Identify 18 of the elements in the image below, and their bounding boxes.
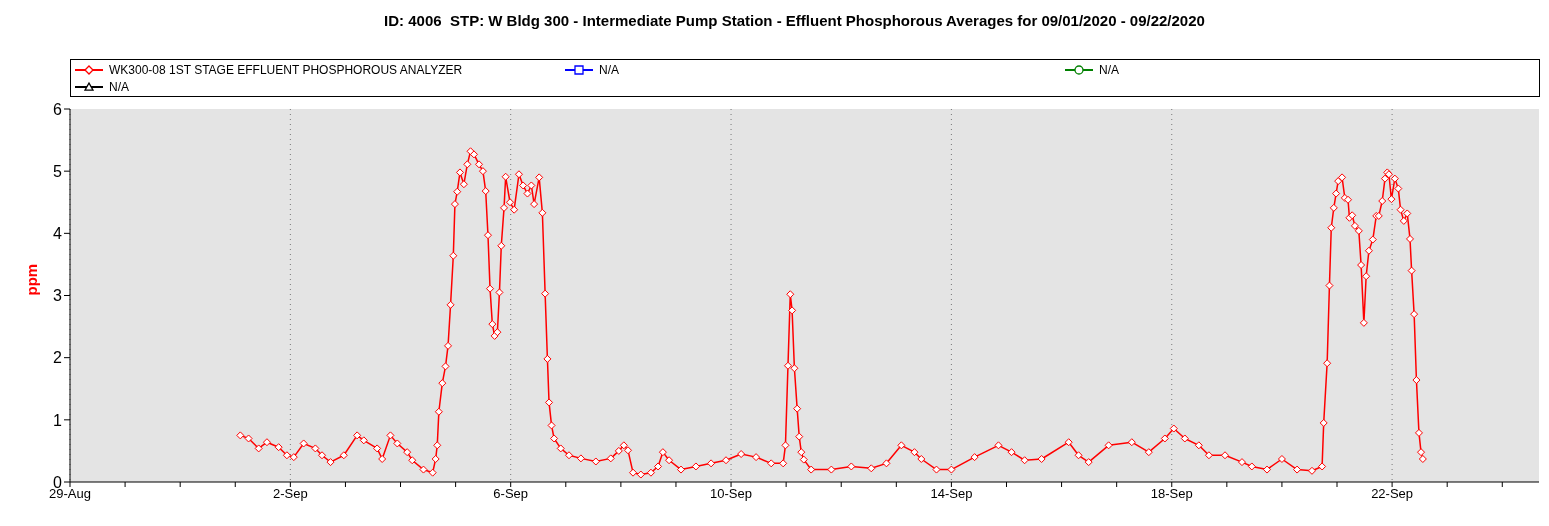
- x-tick-label: 6-Sep: [493, 486, 529, 502]
- chart-title: ID: 4006 STP: W Bldg 300 - Intermediate Pump Station - Effluent Phosphorous Averages for 09/01/2020 - 09/22/2020: [383, 12, 1206, 29]
- legend-label: N/A: [109, 79, 130, 94]
- legend-label: N/A: [599, 62, 620, 77]
- y-tick-label: 4: [53, 225, 63, 243]
- y-tick-label: 3: [53, 287, 63, 305]
- x-tick-label: 10-Sep: [710, 486, 753, 502]
- y-tick-label: 2: [53, 349, 63, 367]
- legend-label: N/A: [1099, 62, 1120, 77]
- y-tick-label: 1: [53, 411, 63, 429]
- y-tick-label: 5: [53, 162, 63, 180]
- x-tick-label: 22-Sep: [1371, 486, 1414, 502]
- y-tick-label: 6: [53, 100, 63, 118]
- x-tick-label: 2-Sep: [273, 486, 308, 502]
- x-tick-label: 14-Sep: [930, 486, 973, 502]
- legend-label: WK300-08 1ST STAGE EFFLUENT PHOSPHOROUS ANALYZER: [109, 62, 463, 77]
- y-axis-title: ppm: [23, 263, 41, 296]
- x-tick-label: 18-Sep: [1150, 486, 1193, 502]
